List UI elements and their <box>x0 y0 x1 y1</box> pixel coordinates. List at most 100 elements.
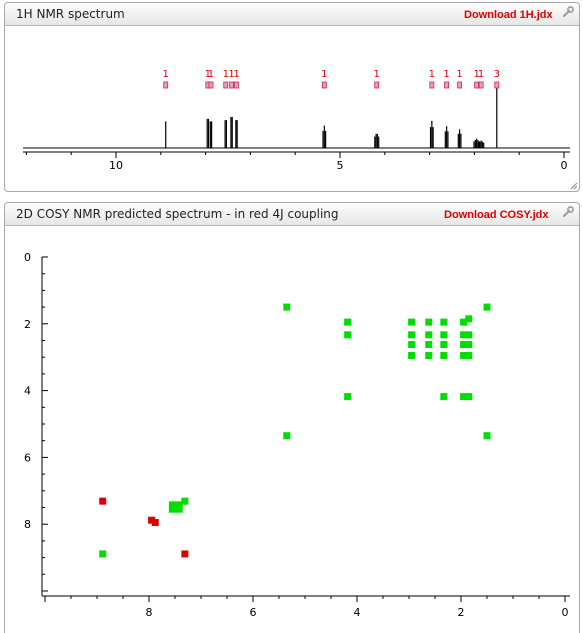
cosy-cross-peak <box>460 341 468 349</box>
integration-marker <box>208 81 214 89</box>
integration-label: 1 <box>228 69 234 80</box>
cosy-cross-peak <box>425 318 433 326</box>
spectrum-peak <box>322 125 327 148</box>
cosy-cross-peak <box>168 501 176 509</box>
download-cosy-link[interactable]: Download COSY.jdx <box>444 209 549 221</box>
cosy-cross-peak <box>344 331 352 339</box>
integration-label: 1 <box>443 69 449 80</box>
cosy-cross-peak <box>425 341 433 349</box>
cosy-panel: 2D COSY NMR predicted spectrum - in red … <box>4 202 580 633</box>
cosy-3j-series <box>99 303 491 558</box>
cosy-cross-peak <box>460 331 468 339</box>
integration-label: 1 <box>205 69 211 80</box>
spectrum-peak <box>457 129 462 148</box>
cosy-cross-peak <box>440 341 448 349</box>
integration-label: 1 <box>456 69 462 80</box>
cosy-cross-peak <box>465 331 473 339</box>
cosy-cross-peak <box>151 519 159 527</box>
download-1h-link[interactable]: Download 1H.jdx <box>464 9 553 21</box>
cosy-panel-title: 2D COSY NMR predicted spectrum - in red … <box>16 207 339 221</box>
y-tick-label: 4 <box>24 385 31 398</box>
cosy-cross-peak <box>408 331 416 339</box>
y-tick-label: 0 <box>24 251 31 264</box>
x-tick-label: 6 <box>250 606 257 619</box>
x-tick-label: 0 <box>562 606 569 619</box>
x-tick-label: 10 <box>109 159 123 172</box>
cosy-cross-peak <box>460 393 468 401</box>
cosy-cross-peak <box>440 352 448 360</box>
integration-marker <box>457 81 463 89</box>
cosy-cross-peak <box>425 352 433 360</box>
spectrum-peak <box>374 133 380 148</box>
cosy-cross-peak <box>465 315 473 323</box>
cosy-cross-peak <box>99 497 107 505</box>
integration-marker <box>229 81 234 89</box>
cosy-cross-peak <box>440 318 448 326</box>
cosy-cross-peak <box>483 432 491 440</box>
cosy-cross-peak <box>344 393 352 401</box>
cosy-cross-peak <box>175 505 183 513</box>
wrench-icon[interactable] <box>561 205 575 219</box>
cosy-cross-peak <box>99 550 107 558</box>
x-tick-label: 0 <box>561 159 568 172</box>
spectrum-peak <box>206 118 210 148</box>
x-tick-label: 5 <box>337 159 344 172</box>
cosy-cross-peak <box>425 331 433 339</box>
integration-marker <box>321 81 327 89</box>
resize-handle-icon[interactable] <box>570 182 578 190</box>
cosy-cross-peak <box>408 341 416 349</box>
integration-label: 1 <box>473 69 479 80</box>
cosy-cross-peak <box>465 393 473 401</box>
nmr-panel-header: 1H NMR spectrum Download 1H.jdx <box>5 3 579 26</box>
cosy-cross-peak <box>460 352 468 360</box>
integration-label: 1 <box>163 69 169 80</box>
cosy-cross-peak <box>283 432 291 440</box>
integration-label: 1 <box>374 69 380 80</box>
integration-label: 1 <box>223 69 229 80</box>
spectrum-peak <box>477 140 485 148</box>
cosy-cross-peak <box>283 303 291 311</box>
cosy-cross-peak <box>168 505 176 513</box>
cosy-cross-peak <box>408 318 416 326</box>
cosy-cross-peak <box>440 331 448 339</box>
cosy-cross-peak <box>465 341 473 349</box>
spectrum-peak <box>235 120 238 148</box>
cosy-cross-peak <box>440 393 448 401</box>
spectrum-peak <box>209 121 213 148</box>
y-tick-label: 2 <box>24 318 31 331</box>
cosy-cross-peak <box>181 550 189 558</box>
x-tick-label: 4 <box>354 606 361 619</box>
integration-label: 1 <box>478 69 484 80</box>
integration-label: 1 <box>321 69 327 80</box>
nmr-panel-title: 1H NMR spectrum <box>16 7 125 21</box>
integration-marker <box>374 81 380 89</box>
integration-marker <box>478 81 484 89</box>
integration-label: 1 <box>208 69 214 80</box>
cosy-cross-peak <box>460 318 468 326</box>
integration-marker <box>163 81 169 89</box>
x-tick-label: 2 <box>458 606 465 619</box>
nmr-panel: 1H NMR spectrum Download 1H.jdx 10 5 0 1 1 1 1… <box>4 2 580 192</box>
y-tick-label: 6 <box>24 451 31 464</box>
spectrum-peak <box>230 117 233 148</box>
integration-label: 3 <box>494 69 500 80</box>
integration-marker <box>474 81 480 89</box>
cosy-cross-peak <box>175 501 183 509</box>
spectrum-peak <box>429 120 434 148</box>
integration-marker <box>223 81 229 89</box>
integration-marker <box>234 81 239 89</box>
y-tick-label: 8 <box>24 518 31 531</box>
cosy-cross-peak <box>344 318 352 326</box>
wrench-icon[interactable] <box>561 5 575 19</box>
x-tick-label: 8 <box>146 606 153 619</box>
cosy-cross-peak <box>181 497 189 505</box>
integration-label: 1 <box>429 69 435 80</box>
cosy-cross-peak <box>408 352 416 360</box>
integration-label: 1 <box>233 69 239 80</box>
integration-marker <box>429 81 435 89</box>
cosy-panel-header: 2D COSY NMR predicted spectrum - in red … <box>5 203 579 226</box>
spectrum-peak <box>444 126 449 148</box>
integration-marker <box>444 81 450 89</box>
cosy-4j-series <box>99 497 189 558</box>
cosy-cross-peak <box>465 352 473 360</box>
